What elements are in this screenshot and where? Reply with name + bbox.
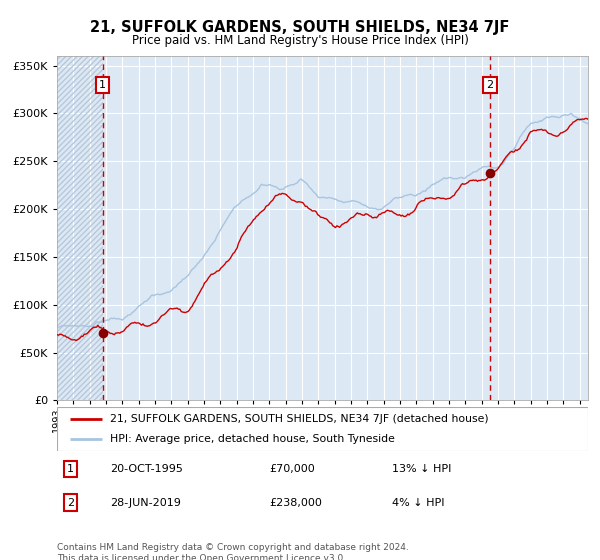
Text: 13% ↓ HPI: 13% ↓ HPI [392,464,451,474]
Text: 4% ↓ HPI: 4% ↓ HPI [392,498,444,507]
Text: 2: 2 [487,80,494,90]
Text: 20-OCT-1995: 20-OCT-1995 [110,464,183,474]
Text: 1: 1 [67,464,74,474]
Text: 21, SUFFOLK GARDENS, SOUTH SHIELDS, NE34 7JF (detached house): 21, SUFFOLK GARDENS, SOUTH SHIELDS, NE34… [110,414,489,424]
Text: 2: 2 [67,498,74,507]
Text: Price paid vs. HM Land Registry's House Price Index (HPI): Price paid vs. HM Land Registry's House … [131,34,469,46]
Text: HPI: Average price, detached house, South Tyneside: HPI: Average price, detached house, Sout… [110,434,395,444]
Text: £70,000: £70,000 [269,464,315,474]
Text: 1: 1 [99,80,106,90]
FancyBboxPatch shape [57,407,588,451]
Text: Contains HM Land Registry data © Crown copyright and database right 2024.
This d: Contains HM Land Registry data © Crown c… [57,543,409,560]
Text: 28-JUN-2019: 28-JUN-2019 [110,498,181,507]
Text: 21, SUFFOLK GARDENS, SOUTH SHIELDS, NE34 7JF: 21, SUFFOLK GARDENS, SOUTH SHIELDS, NE34… [91,20,509,35]
Text: £238,000: £238,000 [269,498,322,507]
